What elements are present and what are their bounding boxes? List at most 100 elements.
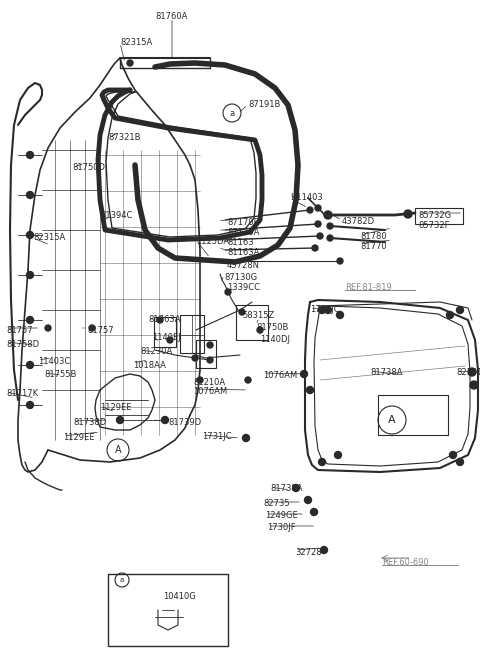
Text: 81757: 81757: [87, 326, 114, 335]
Text: 81738D: 81738D: [73, 418, 106, 427]
Text: 81163: 81163: [227, 238, 253, 247]
Text: 81394C: 81394C: [100, 211, 132, 220]
Circle shape: [161, 417, 168, 424]
Circle shape: [404, 210, 412, 218]
Text: 81757: 81757: [6, 326, 33, 335]
Text: 1076AM: 1076AM: [263, 371, 297, 380]
Circle shape: [335, 451, 341, 459]
Circle shape: [117, 417, 123, 424]
Circle shape: [207, 357, 213, 363]
Circle shape: [307, 386, 313, 394]
Text: 81763A: 81763A: [148, 315, 180, 324]
Text: 87321B: 87321B: [108, 133, 141, 142]
Text: 1730JF: 1730JF: [267, 523, 296, 532]
Circle shape: [446, 312, 454, 319]
Circle shape: [127, 60, 133, 66]
Circle shape: [337, 258, 343, 264]
Circle shape: [292, 485, 300, 491]
Circle shape: [324, 306, 332, 314]
Text: 82191: 82191: [456, 368, 480, 377]
Circle shape: [167, 337, 173, 343]
Text: 82315A: 82315A: [120, 38, 152, 47]
Circle shape: [26, 401, 34, 409]
Text: 1125DA: 1125DA: [196, 237, 229, 246]
Circle shape: [317, 233, 323, 239]
Text: 85732G: 85732G: [418, 211, 451, 220]
Bar: [180, 315, 204, 353]
Circle shape: [321, 546, 327, 554]
Text: a: a: [120, 577, 124, 583]
Circle shape: [197, 377, 203, 383]
Circle shape: [157, 317, 163, 323]
Text: 81750B: 81750B: [256, 323, 288, 332]
Text: 85732F: 85732F: [418, 221, 449, 230]
Text: 82315A: 82315A: [33, 233, 65, 242]
Circle shape: [468, 368, 476, 376]
Text: A: A: [388, 415, 396, 425]
Circle shape: [45, 325, 51, 331]
Text: 81750D: 81750D: [72, 163, 105, 172]
Bar: [196, 340, 216, 368]
Circle shape: [470, 381, 478, 389]
Text: 87170B: 87170B: [227, 218, 260, 227]
Text: 10410G: 10410G: [163, 592, 196, 601]
Text: 81770: 81770: [360, 242, 386, 251]
Circle shape: [192, 355, 198, 361]
Circle shape: [26, 232, 34, 239]
Circle shape: [315, 221, 321, 227]
Circle shape: [26, 316, 34, 323]
Bar: [378, 395, 448, 435]
Text: 1339CC: 1339CC: [227, 283, 260, 292]
Circle shape: [456, 459, 464, 466]
Text: 81739D: 81739D: [168, 418, 201, 427]
Text: 1129EE: 1129EE: [63, 433, 95, 442]
Text: 43728N: 43728N: [227, 261, 260, 270]
Circle shape: [327, 235, 333, 241]
Text: H11403: H11403: [290, 193, 323, 202]
Circle shape: [242, 434, 250, 441]
Text: 81230A: 81230A: [140, 347, 172, 356]
Text: 81210A: 81210A: [193, 378, 225, 387]
Text: 32728: 32728: [295, 548, 322, 557]
Circle shape: [245, 377, 251, 383]
Circle shape: [257, 327, 263, 333]
Text: A: A: [115, 445, 121, 455]
Text: 81738A: 81738A: [270, 484, 302, 493]
Text: 1249GE: 1249GE: [265, 511, 298, 520]
Circle shape: [26, 361, 34, 369]
Text: 87130G: 87130G: [224, 273, 257, 282]
Circle shape: [449, 451, 456, 459]
Text: 81780: 81780: [360, 232, 386, 241]
Text: 87191B: 87191B: [248, 100, 280, 109]
Circle shape: [312, 245, 318, 251]
Circle shape: [26, 152, 34, 159]
Text: 1731JC: 1731JC: [202, 432, 232, 441]
Text: 58315Z: 58315Z: [242, 311, 274, 320]
Circle shape: [319, 459, 325, 466]
Text: 81758D: 81758D: [6, 340, 39, 349]
Circle shape: [319, 306, 325, 314]
Circle shape: [89, 325, 95, 331]
Text: REF.60-690: REF.60-690: [382, 558, 429, 567]
Text: 81717K: 81717K: [6, 389, 38, 398]
Text: 81163A: 81163A: [227, 248, 259, 257]
Text: 1076AM: 1076AM: [193, 387, 227, 396]
Bar: [415, 208, 463, 224]
Text: a: a: [229, 108, 235, 117]
Circle shape: [336, 312, 344, 319]
Circle shape: [324, 211, 332, 219]
Circle shape: [239, 309, 245, 315]
Bar: [108, 574, 228, 646]
Circle shape: [207, 342, 213, 348]
Text: 1140DJ: 1140DJ: [260, 335, 290, 344]
Text: REF.81-819: REF.81-819: [345, 283, 392, 292]
Circle shape: [456, 306, 464, 314]
Text: 81755B: 81755B: [44, 370, 76, 379]
Circle shape: [26, 272, 34, 279]
Bar: [154, 317, 176, 347]
Text: 43782D: 43782D: [342, 217, 375, 226]
Text: 1140EJ: 1140EJ: [152, 333, 181, 342]
Text: 1129EE: 1129EE: [100, 403, 132, 412]
Text: 81738A: 81738A: [370, 368, 403, 377]
Text: 1018AA: 1018AA: [133, 361, 166, 370]
